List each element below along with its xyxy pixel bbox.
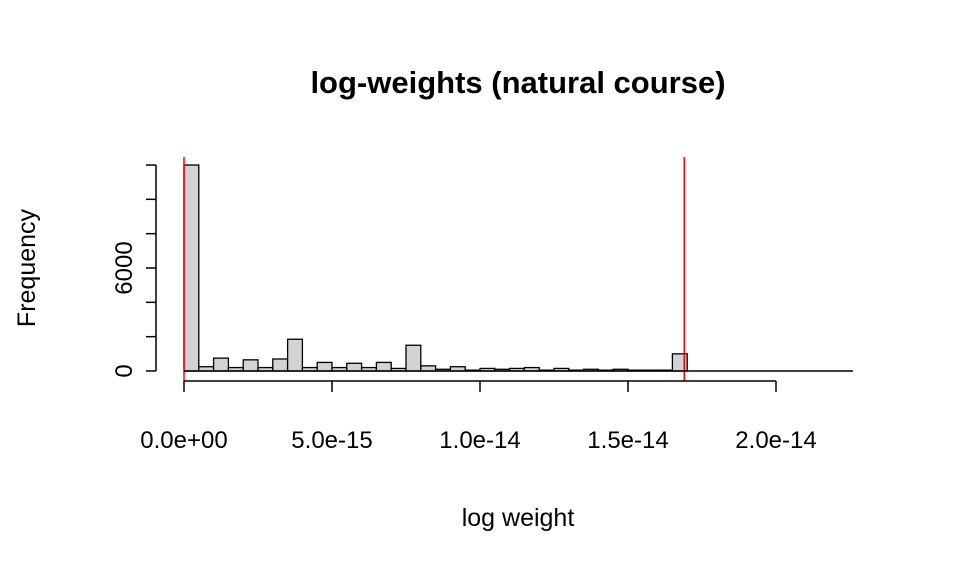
histogram-bar — [420, 365, 437, 372]
histogram-bar — [183, 164, 200, 372]
y-tick-label: 6000 — [111, 241, 138, 294]
histogram-bar — [212, 357, 230, 372]
y-tick-label: 0 — [111, 364, 138, 377]
y-axis-label: Frequency — [13, 208, 41, 327]
x-axis-label: log weight — [462, 504, 575, 532]
chart-title: log-weights (natural course) — [310, 65, 725, 100]
x-tick-label: 0.0e+00 — [140, 427, 227, 454]
histogram-bar — [346, 362, 363, 372]
axes: 0 6000 0.0e+00 5.0e-15 1.0e-14 1.5e-14 2.0e-14 — [111, 164, 853, 454]
histogram-bar — [286, 338, 304, 372]
histogram-bar — [405, 344, 422, 372]
histogram-bar — [375, 361, 392, 372]
x-tick-label: 1.5e-14 — [587, 427, 668, 454]
histogram-bar — [242, 359, 259, 372]
x-tick-label: 2.0e-14 — [735, 427, 816, 454]
histogram-bar — [316, 361, 333, 372]
histogram-bar — [272, 358, 289, 372]
x-tick-label: 1.0e-14 — [439, 427, 520, 454]
histogram-bars — [183, 164, 688, 372]
x-tick-label: 5.0e-15 — [291, 427, 372, 454]
reference-lines — [183, 157, 685, 381]
